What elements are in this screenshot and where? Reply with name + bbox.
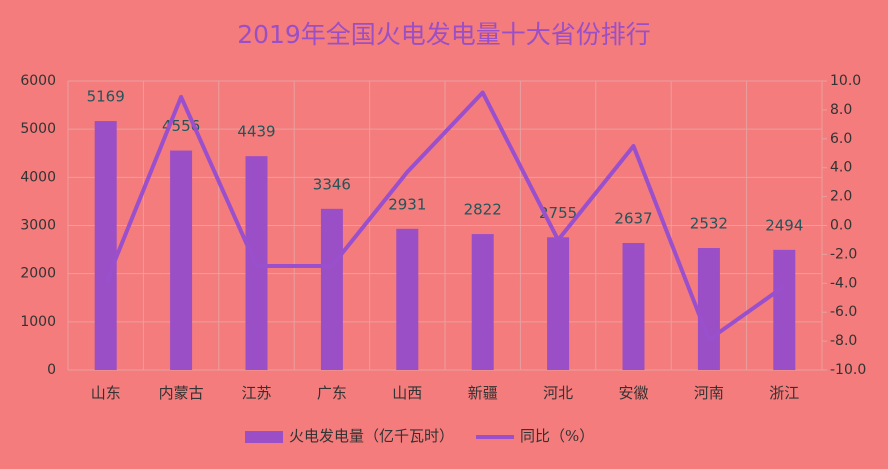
x-tick-label: 江苏 [241, 384, 271, 402]
y-tick-label: 1000 [20, 314, 56, 330]
bar [471, 234, 494, 370]
y2-tick-label: 6.0 [830, 131, 852, 147]
data-label: 2931 [388, 195, 426, 213]
y2-tick-label: 4.0 [830, 160, 852, 176]
legend-label: 同比（%） [520, 427, 594, 445]
x-tick-label: 广东 [317, 384, 347, 402]
line [103, 90, 786, 342]
bar [170, 150, 193, 370]
x-tick-label: 内蒙古 [159, 384, 204, 402]
bar [773, 249, 796, 370]
data-label: 3346 [313, 175, 351, 193]
legend-swatch [245, 431, 283, 443]
y2-tick-label: -4.0 [830, 275, 857, 291]
y-tick-label: 3000 [20, 218, 56, 234]
data-label: 2822 [464, 201, 502, 219]
x-tick-label: 河南 [694, 384, 724, 402]
y2-tick-label: -2.0 [830, 246, 857, 262]
legend-label: 火电发电量（亿千瓦时） [289, 427, 454, 445]
chart-title: 2019年全国火电发电量十大省份排行 [237, 20, 651, 49]
x-tick-label: 河北 [543, 384, 573, 402]
x-tick-label: 山西 [392, 384, 422, 402]
bar [396, 228, 419, 370]
y-tick-label: 4000 [20, 169, 56, 185]
bar [320, 208, 343, 370]
data-label: 5169 [87, 88, 125, 106]
y-tick-label: 5000 [20, 121, 56, 137]
bar [94, 121, 117, 371]
data-label: 2532 [690, 215, 728, 233]
y2-tick-label: -8.0 [830, 333, 857, 349]
y2-tick-label: 2.0 [830, 189, 852, 205]
x-tick-label: 新疆 [468, 384, 498, 402]
data-label: 4439 [237, 123, 275, 141]
y2-tick-label: -6.0 [830, 304, 857, 320]
x-tick-label: 安徽 [618, 384, 648, 402]
y-tick-label: 6000 [20, 73, 56, 89]
data-label: 2494 [765, 216, 803, 234]
y2-tick-label: -10.0 [830, 362, 866, 378]
y-tick-label: 2000 [20, 266, 56, 282]
y-tick-label: 0 [47, 362, 56, 378]
y2-tick-label: 8.0 [830, 102, 852, 118]
x-tick-label: 山东 [91, 384, 121, 402]
bar [547, 237, 570, 370]
data-label: 2637 [614, 209, 652, 227]
x-tick-label: 浙江 [769, 384, 799, 402]
bar [622, 242, 645, 370]
y2-tick-label: 10.0 [830, 73, 861, 89]
bar [697, 248, 720, 370]
y2-tick-label: 0.0 [830, 218, 852, 234]
